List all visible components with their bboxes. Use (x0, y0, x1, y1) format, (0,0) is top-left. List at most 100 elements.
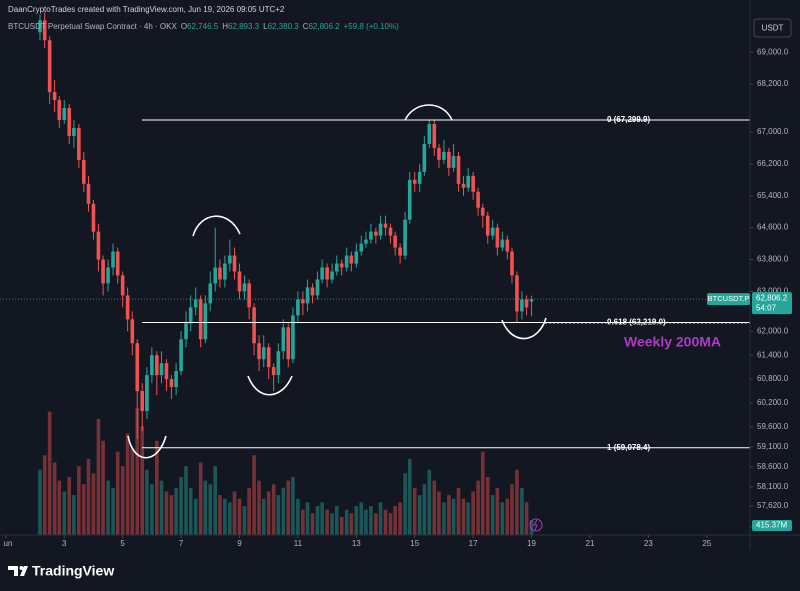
candle-body (38, 20, 42, 33)
candle-body (125, 295, 130, 320)
candle-body (520, 299, 524, 312)
volume-bar (184, 466, 188, 535)
volume-bar (52, 462, 57, 535)
volume-bar (140, 426, 145, 535)
ohlc-key: O (181, 22, 187, 31)
y-tick-label: 69,000.0 (757, 47, 789, 56)
arc (127, 435, 167, 459)
candle-body (388, 227, 393, 236)
candle-body (164, 363, 169, 380)
brand: TradingView (32, 563, 114, 579)
volume-bar (228, 502, 232, 535)
change: +59.8 (+0.10%) (344, 22, 399, 31)
x-tick-label: 9 (237, 539, 242, 548)
volume-bar (120, 466, 125, 535)
candle-body (140, 391, 145, 412)
volume-bar (529, 519, 534, 535)
candle-body (398, 247, 402, 256)
candle-body (52, 92, 57, 101)
candle-body (266, 347, 271, 368)
candle-body (461, 183, 466, 188)
volume-bar (310, 513, 315, 535)
volume-bar (213, 466, 218, 535)
ohlc-value: 62,380.3 (268, 22, 300, 31)
candle-body (529, 299, 534, 302)
arc (192, 215, 241, 237)
x-tick-label: 25 (702, 539, 711, 548)
ohlc-key: H (222, 22, 228, 31)
logo-mark (20, 566, 28, 576)
volume-bar (374, 513, 378, 535)
candle-body (188, 307, 193, 324)
ohlc-value: 62,806.2 (308, 22, 340, 31)
candle-body (96, 231, 101, 260)
fib-label: 0 (67,299.9) (607, 115, 650, 124)
volume-bar (388, 513, 393, 535)
x-tick-label: 5 (120, 539, 125, 548)
volume-bar (471, 491, 475, 535)
candle-body (179, 339, 183, 372)
volume-bar (515, 469, 519, 535)
ohlc-key: L (263, 22, 268, 31)
candle-body (77, 127, 81, 160)
candle-body (223, 263, 227, 280)
volume-bar (291, 477, 295, 535)
candle-body (47, 40, 52, 93)
fib-label: 1 (59,078.4) (607, 443, 650, 452)
volume-bar (325, 509, 329, 535)
volume-badge (752, 519, 792, 531)
candle-body (291, 315, 295, 360)
volume-bar (57, 480, 62, 535)
candle-body (359, 243, 364, 252)
volume-bar (111, 487, 115, 535)
credit: DaanCryptoTrades created with TradingVie… (8, 5, 285, 14)
currency-button[interactable] (753, 18, 792, 38)
candle-body (374, 231, 378, 236)
volume-bar (169, 495, 174, 535)
candle-body (296, 299, 300, 316)
drawings (127, 104, 547, 459)
y-tick-label: 64,600.0 (757, 223, 789, 232)
logo (8, 566, 28, 576)
volume-bar (422, 484, 427, 535)
candle-body (218, 267, 222, 280)
footer (0, 550, 800, 591)
y-tick-label: 62,000.0 (757, 326, 789, 335)
candle-body (150, 355, 154, 376)
candle-body (169, 379, 174, 388)
candle-body (57, 100, 62, 120)
volume-bar (427, 469, 432, 535)
volume-bar (359, 502, 364, 535)
volume-bar (42, 455, 47, 535)
logo-mark (8, 566, 18, 576)
volume-bar (461, 498, 466, 535)
candle-body (228, 255, 232, 264)
candle-body (198, 299, 203, 340)
volume-bar (115, 451, 120, 535)
volume-bar (193, 498, 198, 535)
candle-body (456, 155, 461, 184)
candle-body (447, 151, 451, 168)
candle-body (184, 323, 188, 340)
candle-body (232, 255, 237, 272)
arc (247, 375, 293, 396)
symbol-badge (707, 293, 750, 306)
candle-body (106, 267, 110, 284)
replay-icon[interactable] (529, 518, 543, 532)
candle-body (407, 179, 412, 220)
volume-bar (145, 469, 149, 535)
candle-body (115, 251, 120, 276)
candle-body (135, 343, 140, 392)
candle-body (442, 151, 446, 160)
y-tick-label: 65,400.0 (757, 191, 789, 200)
volume-bar (237, 498, 242, 535)
candle-body (67, 108, 72, 136)
candle-body (354, 251, 359, 264)
volume-bar (334, 506, 339, 535)
volume-bar (354, 506, 359, 535)
currency[interactable]: USDT (762, 24, 784, 33)
x-tick-label: 3 (62, 539, 67, 548)
candle-body (339, 263, 344, 268)
